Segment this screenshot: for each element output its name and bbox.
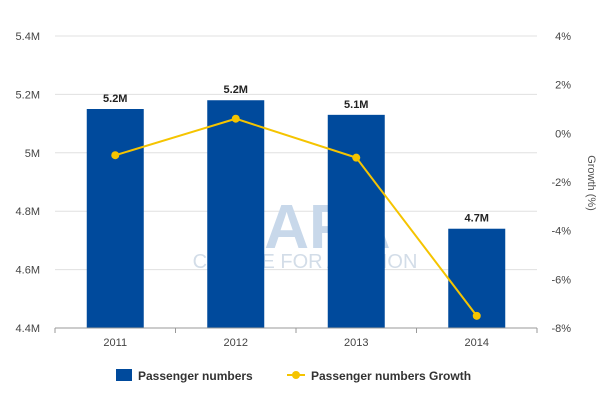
right-axis-tick-label: -8%: [551, 323, 571, 335]
bar-data-label: 5.1M: [344, 99, 368, 111]
legend: Passenger numbers Passenger numbers Grow…: [116, 369, 471, 383]
legend-swatch-passenger-numbers: [116, 369, 132, 381]
right-axis-tick-label: 2%: [555, 80, 571, 92]
left-axis-tick-label: 4.6M: [16, 265, 40, 277]
left-axis-tick-label: 5.2M: [16, 89, 40, 101]
right-axis-tick-label: 0%: [555, 128, 571, 140]
right-axis: -8% -6% -4% -2% 0% 2% 4%: [551, 31, 571, 335]
left-axis-tick-label: 4.4M: [16, 323, 40, 335]
bar-data-label: 4.7M: [465, 213, 489, 225]
growth-line: [114, 117, 478, 317]
line-series: [111, 114, 481, 320]
right-axis-tick-label: -4%: [551, 226, 571, 238]
left-axis-tick-label: 5.4M: [16, 31, 40, 43]
bar-series: 5.2M 5.2M 5.1M 4.7M: [86, 84, 506, 329]
x-axis-tick-label: 2013: [344, 337, 368, 349]
left-axis-tick-label: 5M: [25, 148, 40, 160]
x-axis-tick-label: 2012: [224, 337, 248, 349]
left-axis-tick-label: 4.8M: [16, 206, 40, 218]
right-axis-tick-label: -2%: [551, 177, 571, 189]
growth-point: [231, 114, 240, 123]
x-axis-tick-label: 2014: [465, 337, 489, 349]
left-axis: 4.4M 4.6M 4.8M 5M 5.2M 5.4M: [16, 31, 40, 335]
growth-point: [352, 153, 361, 162]
bar: [86, 109, 144, 328]
bar: [327, 114, 385, 328]
growth-point: [111, 151, 120, 160]
x-axis-tick-label: 2011: [103, 337, 127, 349]
bar: [448, 228, 506, 328]
bar: [207, 100, 265, 329]
growth-point: [472, 311, 481, 320]
legend-label-growth: Passenger numbers Growth: [311, 369, 471, 383]
right-axis-tick-label: -6%: [551, 274, 571, 286]
right-axis-tick-label: 4%: [555, 31, 571, 43]
bar-data-label: 5.2M: [103, 93, 127, 105]
x-axis: 2011 2012 2013 2014: [54, 327, 538, 349]
legend-swatch-growth-marker: [292, 371, 300, 379]
right-axis-title: Growth (%): [585, 155, 597, 211]
legend-label-passenger-numbers: Passenger numbers: [138, 369, 253, 383]
bar-data-label: 5.2M: [224, 84, 248, 96]
